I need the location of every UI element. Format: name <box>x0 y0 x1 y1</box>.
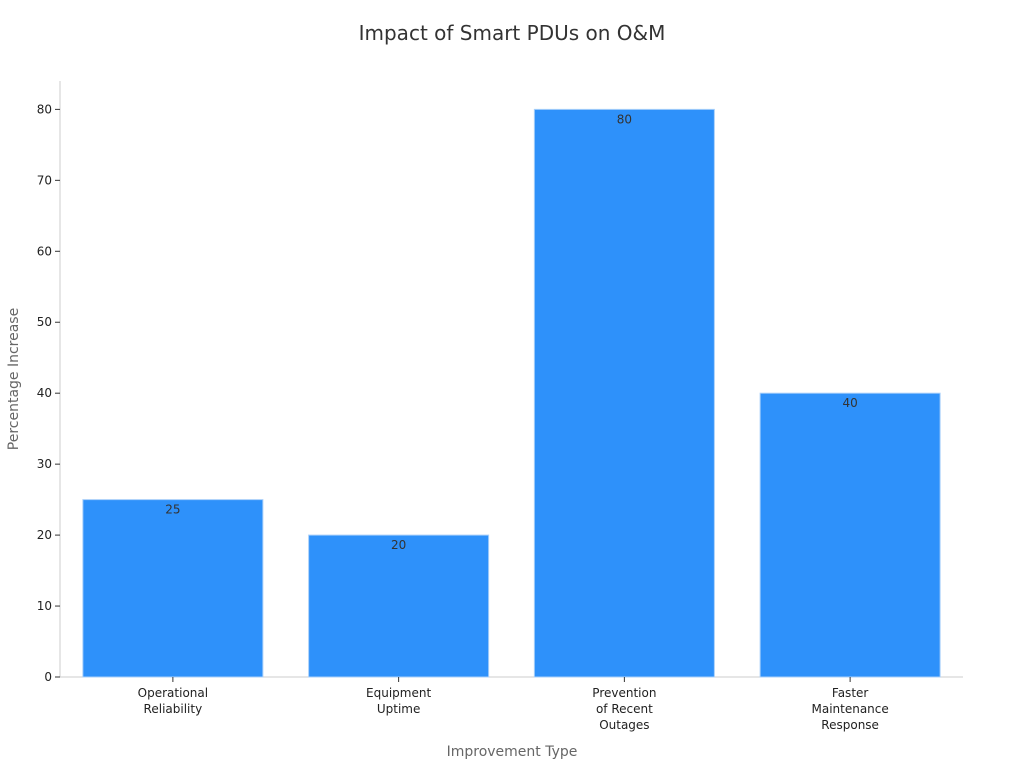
data-label: 20 <box>391 538 406 552</box>
y-tick-label: 50 <box>37 315 52 329</box>
x-tick-label-line: Prevention <box>592 686 656 700</box>
x-tick-label-line: Reliability <box>144 702 203 716</box>
chart-title: Impact of Smart PDUs on O&M <box>359 21 666 45</box>
bar <box>759 392 941 678</box>
y-tick-label: 60 <box>37 244 52 258</box>
x-tick-label-line: of Recent <box>596 702 653 716</box>
y-tick-label: 20 <box>37 528 52 542</box>
y-tick-label: 40 <box>37 386 52 400</box>
x-tick-label-line: Outages <box>599 718 649 732</box>
x-tick-label-line: Uptime <box>377 702 421 716</box>
bar <box>533 108 715 678</box>
x-tick-label: Equipment Uptime <box>366 686 431 716</box>
y-tick-label: 80 <box>37 102 52 116</box>
data-label: 25 <box>165 503 180 517</box>
x-axis-label: Improvement Type <box>447 744 578 760</box>
x-tick-label-line: Maintenance <box>811 702 888 716</box>
x-tick-label: Faster Maintenance Response <box>811 686 888 732</box>
bar <box>308 534 490 678</box>
x-tick-label: Operational Reliability <box>138 686 208 716</box>
x-tick-label-line: Operational <box>138 686 208 700</box>
x-tick-label-line: Response <box>821 718 879 732</box>
data-label: 40 <box>842 396 857 410</box>
bar <box>82 499 264 678</box>
x-tick-label-line: Equipment <box>366 686 431 700</box>
y-tick-label: 70 <box>37 173 52 187</box>
y-tick-label: 0 <box>44 670 52 684</box>
y-tick-label: 10 <box>37 599 52 613</box>
data-label: 80 <box>617 112 632 126</box>
x-tick-label: Prevention of Recent Outages <box>592 686 656 732</box>
y-axis-label: Percentage Increase <box>6 308 22 450</box>
y-tick-label: 30 <box>37 457 52 471</box>
x-tick-label-line: Faster <box>832 686 868 700</box>
